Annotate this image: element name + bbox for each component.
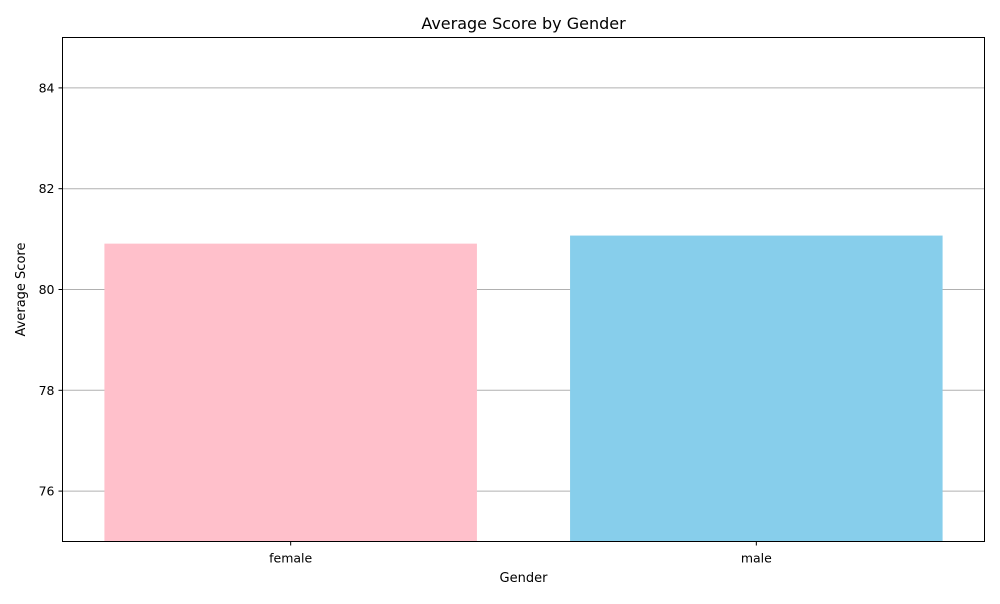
y-axis-label: Average Score [14, 243, 29, 337]
bars [104, 235, 943, 542]
y-tick-label-84: 84 [39, 80, 55, 95]
x-tick-label-male: male [741, 551, 772, 566]
y-tick-label-82: 82 [39, 181, 55, 196]
y-tick-label-80: 80 [39, 282, 55, 297]
x-axis-ticks: female male [269, 541, 772, 566]
x-axis-label: Gender [500, 571, 549, 586]
y-tick-label-78: 78 [39, 383, 55, 398]
y-axis-ticks: 76 78 80 82 84 [39, 80, 63, 499]
bar-female [104, 243, 477, 542]
x-tick-label-female: female [269, 551, 312, 566]
y-tick-label-76: 76 [39, 484, 55, 499]
chart-title: Average Score by Gender [421, 14, 626, 33]
bar-male [570, 235, 943, 542]
